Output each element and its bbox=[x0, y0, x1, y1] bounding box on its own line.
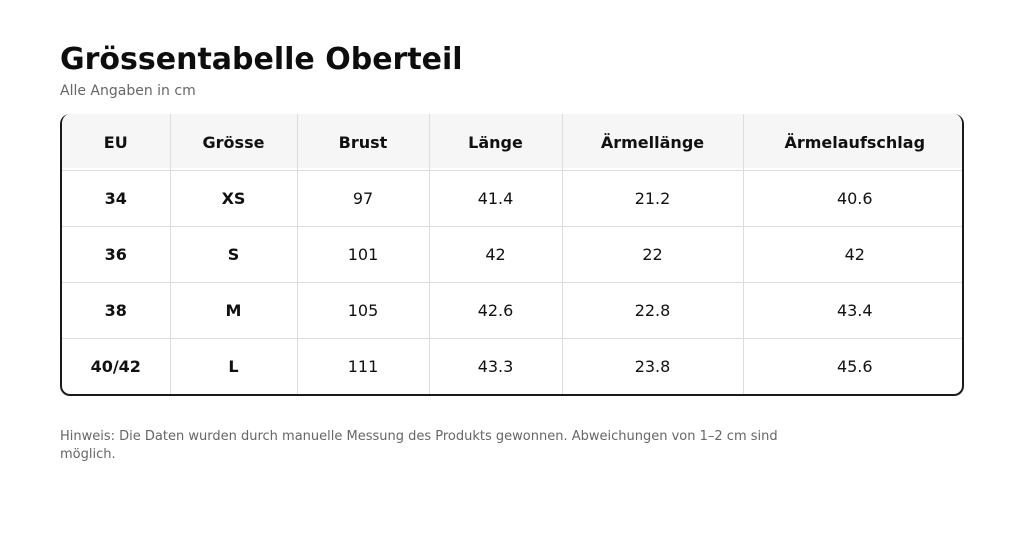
cell-aermelaufschlag: 43.4 bbox=[743, 282, 962, 339]
header-eu: EU bbox=[62, 114, 171, 171]
cell-groesse: L bbox=[170, 338, 298, 394]
cell-eu: 36 bbox=[62, 226, 171, 283]
table-header-row: EU Grösse Brust Länge Ärmellänge Ärmelau… bbox=[62, 114, 962, 171]
page-subtitle: Alle Angaben in cm bbox=[60, 83, 196, 99]
cell-aermellaenge: 22 bbox=[562, 226, 744, 283]
cell-eu: 40/42 bbox=[62, 338, 171, 394]
size-chart-page: Grössentabelle Oberteil Alle Angaben in … bbox=[60, 40, 964, 464]
cell-aermellaenge: 22.8 bbox=[562, 282, 744, 339]
header-aermellaenge: Ärmellänge bbox=[562, 114, 744, 171]
cell-eu: 34 bbox=[62, 170, 171, 227]
measurement-note: Hinweis: Die Daten wurden durch manuelle… bbox=[60, 429, 778, 462]
cell-aermelaufschlag: 42 bbox=[743, 226, 962, 283]
header-aermelaufschlag: Ärmelaufschlag bbox=[743, 114, 962, 171]
cell-brust: 97 bbox=[297, 170, 430, 227]
cell-groesse: M bbox=[170, 282, 298, 339]
cell-brust: 111 bbox=[297, 338, 430, 394]
table-row: 38 M 105 42.6 22.8 43.4 bbox=[62, 282, 962, 339]
cell-eu: 38 bbox=[62, 282, 171, 339]
cell-laenge: 42.6 bbox=[429, 282, 563, 339]
table-row: 36 S 101 42 22 42 bbox=[62, 226, 962, 283]
page-title: Grössentabelle Oberteil bbox=[60, 42, 463, 77]
size-table-container: EU Grösse Brust Länge Ärmellänge Ärmelau… bbox=[60, 114, 964, 396]
cell-aermellaenge: 23.8 bbox=[562, 338, 744, 394]
cell-aermelaufschlag: 40.6 bbox=[743, 170, 962, 227]
table-row: 34 XS 97 41.4 21.2 40.6 bbox=[62, 170, 962, 227]
cell-brust: 101 bbox=[297, 226, 430, 283]
header-laenge: Länge bbox=[429, 114, 563, 171]
cell-laenge: 41.4 bbox=[429, 170, 563, 227]
cell-aermelaufschlag: 45.6 bbox=[836, 357, 873, 376]
table-row: 40/42 L 111 43.3 23.8 45.6 bbox=[62, 338, 962, 394]
cell-laenge: 43.3 bbox=[429, 338, 563, 394]
header-groesse: Grösse bbox=[170, 114, 298, 171]
cell-brust: 105 bbox=[297, 282, 430, 339]
cell-groesse: S bbox=[170, 226, 298, 283]
cell-laenge: 42 bbox=[429, 226, 563, 283]
cell-aermellaenge: 21.2 bbox=[562, 170, 744, 227]
header-brust: Brust bbox=[297, 114, 430, 171]
size-table: EU Grösse Brust Länge Ärmellänge Ärmelau… bbox=[62, 114, 962, 394]
cell-groesse: XS bbox=[170, 170, 298, 227]
